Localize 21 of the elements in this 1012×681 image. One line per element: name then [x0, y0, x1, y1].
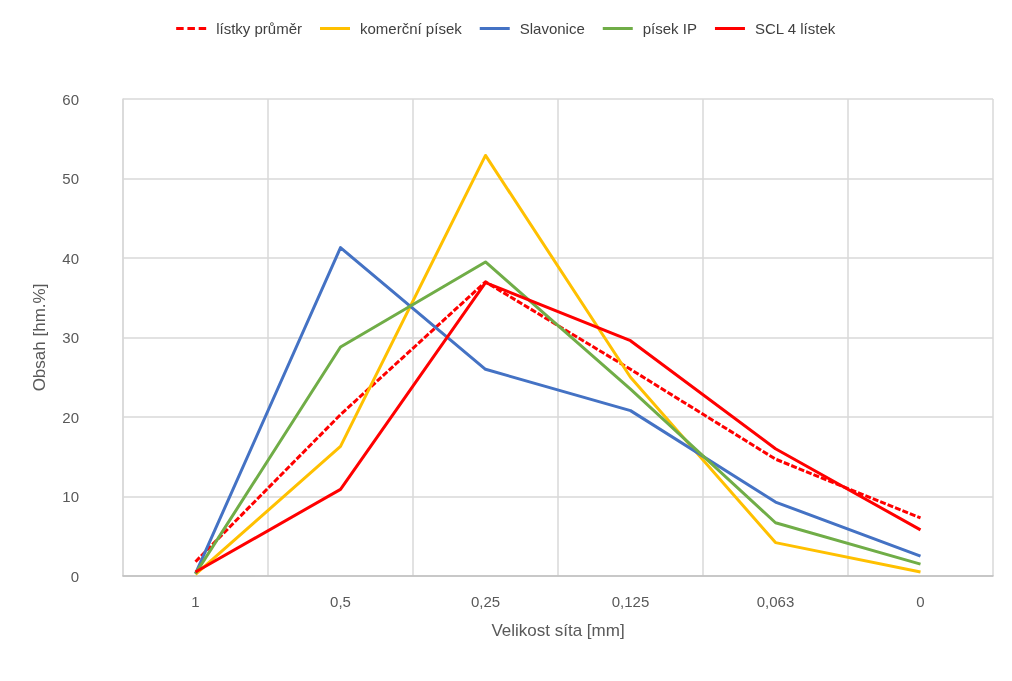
x-tick-label: 0: [916, 593, 925, 610]
legend-label: SCL 4 lístek: [754, 20, 836, 37]
x-tick-label: 0,063: [756, 593, 795, 610]
y-axis-title: Obsah [hm.%]: [30, 283, 49, 392]
y-tick-label: 20: [62, 408, 79, 426]
x-axis-title: Velikost síta [mm]: [491, 621, 625, 640]
y-tick-label: 10: [62, 488, 79, 505]
y-tick-label: 0: [70, 567, 79, 585]
x-tick-label: 0,5: [330, 593, 351, 610]
legend-label: lístky průměr: [216, 20, 303, 37]
line-series: [194, 153, 922, 576]
legend-label: komerční písek: [360, 20, 463, 37]
y-tick-label: 60: [62, 90, 79, 108]
y-tick-label: 30: [62, 329, 79, 346]
y-tick-label: 50: [62, 170, 79, 187]
y-tick-label: 40: [62, 249, 79, 267]
x-tick-label: 1: [191, 593, 200, 610]
legend-label: Slavonice: [519, 20, 585, 37]
legend-label: písek IP: [642, 20, 697, 37]
x-tick-label: 0,25: [470, 593, 501, 610]
x-tick-label: 0,125: [611, 593, 650, 610]
